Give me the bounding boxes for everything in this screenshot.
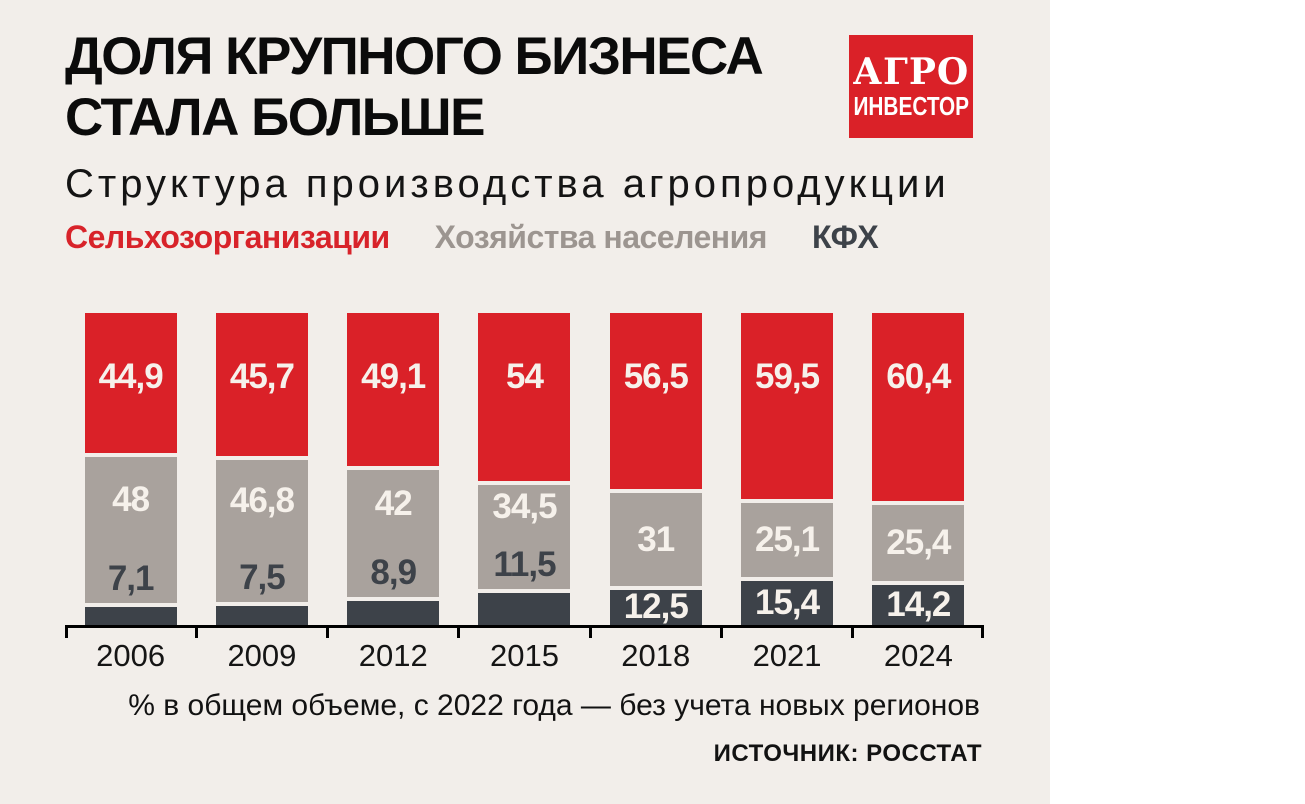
bar-2006: 44,9 48 7,1 bbox=[84, 313, 177, 625]
infographic-panel: ДОЛЯ КРУПНОГО БИЗНЕСА СТАЛА БОЛЬШЕ АГРО … bbox=[0, 0, 1050, 804]
segment-selhoz-2012: 49,1 bbox=[347, 313, 440, 467]
x-axis-label-2006: 2006 bbox=[96, 638, 166, 673]
value-label-households-2018: 31 bbox=[637, 519, 675, 559]
axis-tick-1 bbox=[194, 625, 198, 638]
legend-item-kfh: КФХ bbox=[811, 219, 879, 255]
bar-slot-2009: 45,7 46,8 7,5 bbox=[196, 313, 327, 625]
value-label-households-2006: 48 bbox=[112, 479, 150, 519]
value-label-kfh-2012: 8,9 bbox=[370, 553, 417, 593]
value-label-selhoz-2015: 54 bbox=[506, 357, 544, 396]
segment-selhoz-2024: 60,4 bbox=[872, 313, 965, 502]
legend-item-selhoz: Сельхозорганизации bbox=[65, 219, 390, 255]
segment-households-2009: 46,8 7,5 bbox=[215, 455, 308, 602]
segment-kfh-2006 bbox=[84, 602, 177, 625]
bar-2015: 54 34,5 11,5 bbox=[478, 313, 571, 625]
logo-text-agro: АГРО bbox=[852, 51, 970, 93]
segment-kfh-2012 bbox=[347, 597, 440, 625]
value-label-households-2024: 25,4 bbox=[886, 523, 951, 563]
axis-tick-5 bbox=[719, 625, 723, 638]
segment-selhoz-2018: 56,5 bbox=[609, 313, 702, 490]
bar-2009: 45,7 46,8 7,5 bbox=[215, 313, 308, 625]
chart-legend: Сельхозорганизации Хозяйства населения КФХ bbox=[65, 218, 1050, 256]
chart-footnote: % в общем объеме, с 2022 года — без учет… bbox=[128, 689, 980, 722]
segment-selhoz-2021: 59,5 bbox=[741, 313, 834, 499]
bar-slot-2024: 60,4 25,4 14,2 bbox=[853, 313, 984, 625]
segment-kfh-2018: 12,5 bbox=[609, 585, 702, 627]
bar-slot-2018: 56,5 31 12,5 bbox=[590, 313, 721, 625]
bars-row: 44,9 48 7,1 45,7 46,8 7,5 49,1 42 8,9 54 34,5 11,5 5… bbox=[65, 313, 984, 625]
value-label-selhoz-2021: 59,5 bbox=[754, 357, 820, 396]
x-axis-label-2024: 2024 bbox=[883, 638, 953, 673]
segment-households-2006: 48 7,1 bbox=[84, 453, 177, 603]
bar-slot-2015: 54 34,5 11,5 bbox=[459, 313, 590, 625]
title-line-2: СТАЛА БОЛЬШЕ bbox=[65, 88, 486, 147]
axis-tick-7 bbox=[981, 625, 984, 638]
axis-tick-0 bbox=[65, 625, 68, 638]
value-label-selhoz-2018: 56,5 bbox=[623, 357, 689, 396]
source-credit: ИСТОЧНИК: РОССТАТ bbox=[713, 740, 982, 767]
bar-2024: 60,4 25,4 14,2 bbox=[872, 313, 965, 625]
bar-2018: 56,5 31 12,5 bbox=[609, 313, 702, 627]
x-axis-label-2018: 2018 bbox=[621, 638, 691, 673]
value-label-selhoz-2024: 60,4 bbox=[886, 357, 951, 396]
value-label-kfh-2018: 12,5 bbox=[623, 587, 689, 627]
chart-subtitle: Структура производства агропродукции bbox=[65, 162, 950, 206]
value-label-households-2021: 25,1 bbox=[754, 519, 820, 559]
segment-households-2024: 25,4 bbox=[872, 501, 965, 581]
segment-kfh-2015 bbox=[478, 589, 571, 625]
axis-tick-3 bbox=[457, 625, 461, 638]
title-line-1: ДОЛЯ КРУПНОГО БИЗНЕСА bbox=[65, 27, 764, 86]
value-label-selhoz-2009: 45,7 bbox=[229, 357, 295, 396]
x-axis-label-2015: 2015 bbox=[490, 638, 559, 673]
segment-selhoz-2009: 45,7 bbox=[215, 313, 308, 456]
x-axis bbox=[65, 625, 984, 638]
segment-households-2021: 25,1 bbox=[741, 498, 834, 577]
axis-tick-4 bbox=[588, 625, 592, 638]
bar-2021: 59,5 25,1 15,4 bbox=[741, 313, 834, 625]
bar-2012: 49,1 42 8,9 bbox=[347, 313, 440, 625]
x-axis-label-2009: 2009 bbox=[227, 638, 297, 673]
value-label-selhoz-2012: 49,1 bbox=[361, 357, 426, 396]
segment-kfh-2009 bbox=[215, 601, 308, 625]
agroinvestor-logo: АГРО ИНВЕСТОР bbox=[849, 35, 973, 138]
value-label-households-2009: 46,8 bbox=[229, 480, 295, 520]
segment-selhoz-2006: 44,9 bbox=[84, 313, 177, 454]
value-label-kfh-2015: 11,5 bbox=[493, 545, 556, 585]
value-label-selhoz-2006: 44,9 bbox=[98, 357, 164, 396]
legend-item-households: Хозяйства населения bbox=[434, 219, 768, 255]
segment-households-2018: 31 bbox=[609, 489, 702, 586]
bar-slot-2012: 49,1 42 8,9 bbox=[328, 313, 459, 625]
stacked-bar-chart: 44,9 48 7,1 45,7 46,8 7,5 49,1 42 8,9 54 34,5 11,5 5… bbox=[65, 313, 984, 674]
segment-selhoz-2015: 54 bbox=[478, 313, 571, 482]
value-label-kfh-2009: 7,5 bbox=[239, 557, 286, 597]
value-label-households-2012: 42 bbox=[374, 483, 413, 523]
bar-slot-2021: 59,5 25,1 15,4 bbox=[721, 313, 852, 625]
x-axis-labels: 2006 2009 2012 2015 2018 2021 2024 bbox=[65, 638, 984, 674]
value-label-kfh-2024: 14,2 bbox=[886, 584, 951, 624]
segment-households-2015: 34,5 11,5 bbox=[478, 481, 571, 590]
value-label-kfh-2006: 7,1 bbox=[107, 558, 155, 598]
value-label-kfh-2021: 15,4 bbox=[754, 582, 820, 622]
page-title: ДОЛЯ КРУПНОГО БИЗНЕСА СТАЛА БОЛЬШЕ bbox=[65, 26, 1050, 148]
x-axis-label-2012: 2012 bbox=[358, 638, 428, 673]
x-axis-label-2021: 2021 bbox=[752, 638, 822, 673]
segment-households-2012: 42 8,9 bbox=[347, 466, 440, 598]
logo-text-investor: ИНВЕСТОР bbox=[853, 91, 969, 121]
value-label-households-2015: 34,5 bbox=[492, 487, 557, 527]
bar-slot-2006: 44,9 48 7,1 bbox=[65, 313, 196, 625]
axis-tick-6 bbox=[851, 625, 855, 638]
axis-tick-2 bbox=[326, 625, 330, 638]
segment-kfh-2021: 15,4 bbox=[741, 576, 834, 625]
segment-kfh-2024: 14,2 bbox=[872, 580, 965, 625]
